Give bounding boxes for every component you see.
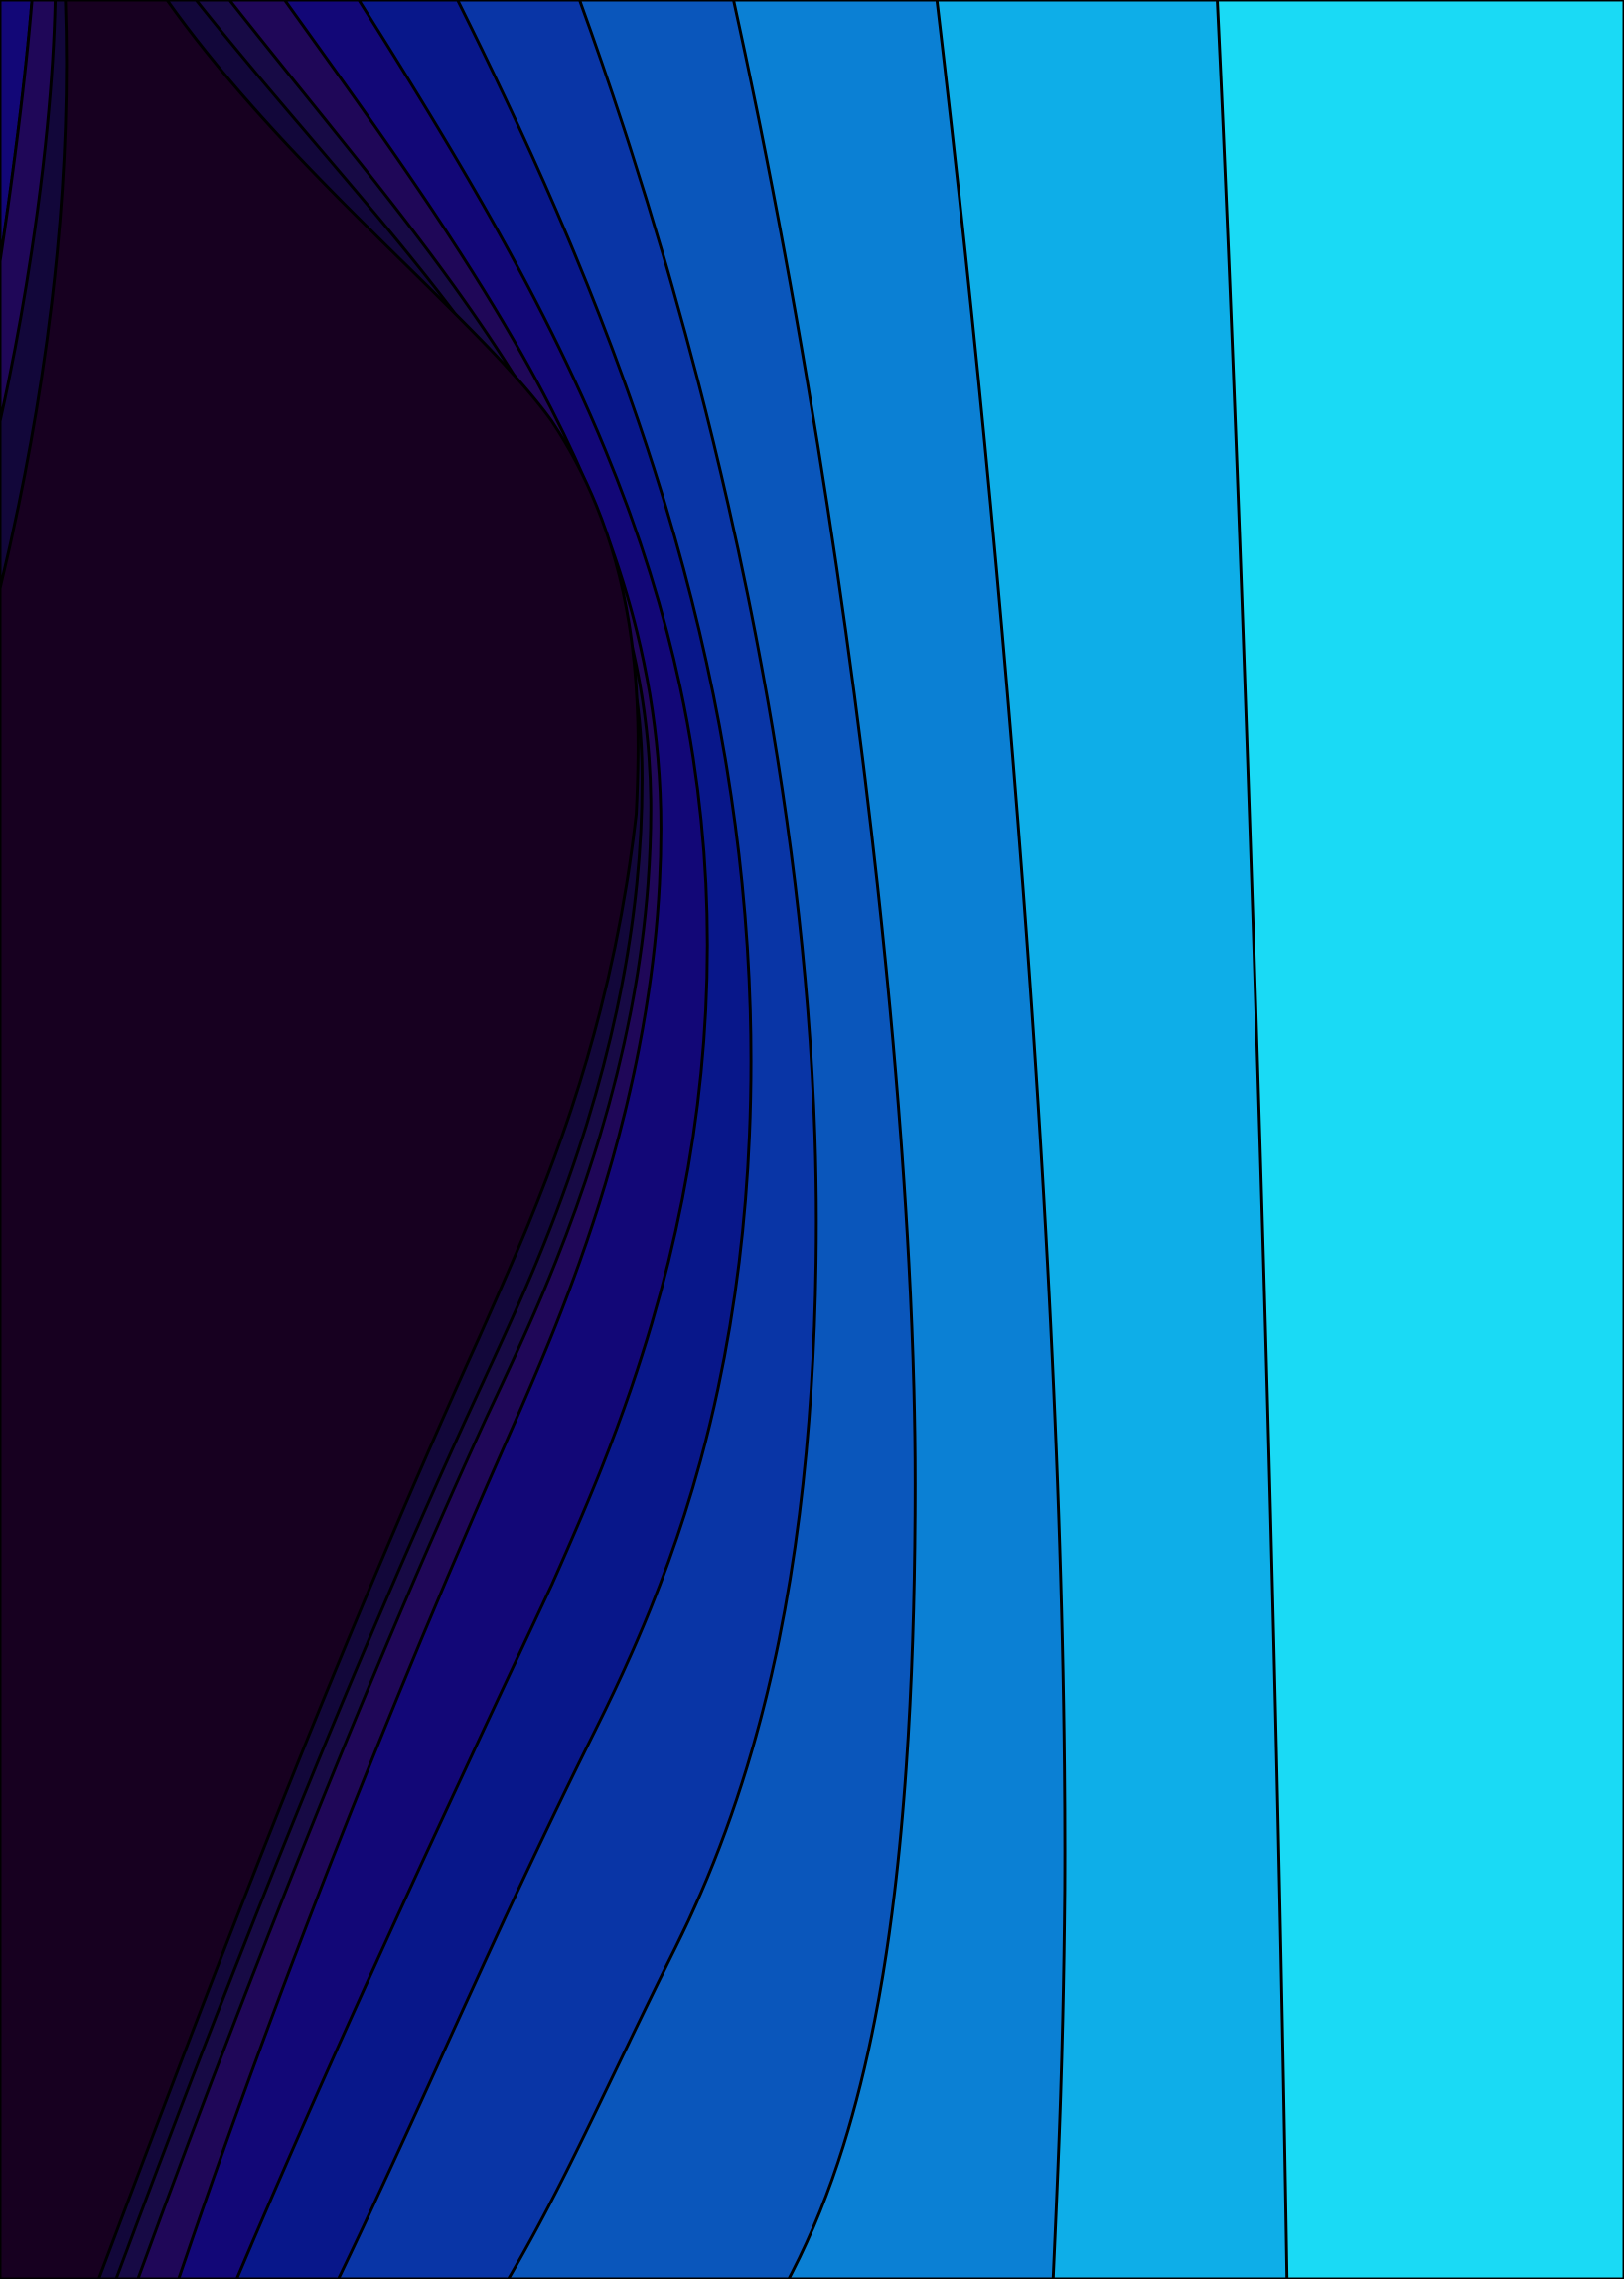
corner-violet — [0, 0, 58, 422]
band-dark-core — [0, 0, 640, 2279]
